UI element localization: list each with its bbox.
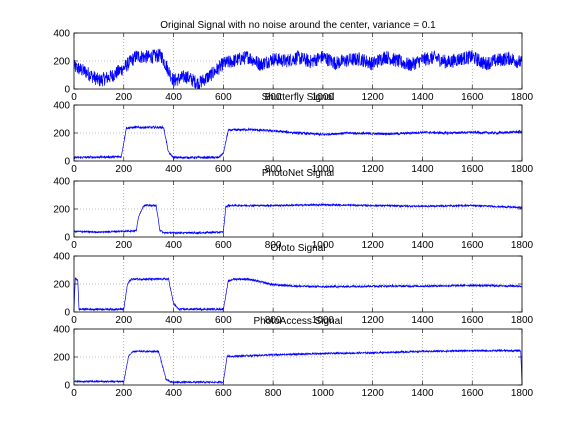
x-tick-label: 400 xyxy=(165,92,182,103)
subplot-title: Original Signal with no noise around the… xyxy=(160,20,436,31)
x-tick-label: 1400 xyxy=(411,164,434,175)
x-tick-label: 800 xyxy=(265,315,282,326)
x-tick-label: 200 xyxy=(115,240,132,251)
y-tick-label: 200 xyxy=(53,57,70,68)
subplot-1: 0 200 400 600 800 1000 1200 1400 1600 1800 0 200 400… xyxy=(53,20,533,103)
y-tick-label: 400 xyxy=(53,29,70,40)
x-tick-label: 1600 xyxy=(461,388,484,399)
y-tick-label: 200 xyxy=(53,205,70,216)
subplot-title: PhotoAccess Signal xyxy=(254,316,343,327)
x-tick-label: 0 xyxy=(71,315,77,326)
x-tick-label: 600 xyxy=(215,388,232,399)
x-tick-label: 1800 xyxy=(511,92,534,103)
x-tick-label: 1200 xyxy=(362,315,385,326)
subplot-4: 0 200 400 600 800 1000 1200 1400 1600 1800 0 200 400… xyxy=(53,243,533,326)
subplot-title: PhotoNet Signal xyxy=(262,168,334,179)
series-line-1 xyxy=(73,48,523,90)
x-tick-label: 1200 xyxy=(362,164,385,175)
x-tick-label: 0 xyxy=(71,240,77,251)
x-tick-label: 200 xyxy=(115,92,132,103)
x-tick-label: 600 xyxy=(215,92,232,103)
y-tick-label: 400 xyxy=(53,177,70,188)
x-tick-label: 1600 xyxy=(461,315,484,326)
x-tick-label: 400 xyxy=(165,388,182,399)
y-tick-label: 200 xyxy=(53,353,70,364)
x-tick-label: 1400 xyxy=(411,388,434,399)
x-tick-label: 1600 xyxy=(461,92,484,103)
x-tick-label: 1000 xyxy=(312,164,335,175)
x-tick-label: 1600 xyxy=(461,240,484,251)
y-tick-label: 400 xyxy=(53,252,70,263)
axes-box xyxy=(73,255,523,313)
y-tick-label: 0 xyxy=(64,157,70,168)
axes-box xyxy=(73,180,523,238)
y-tick-label: 0 xyxy=(64,85,70,96)
y-tick-label: 0 xyxy=(64,233,70,244)
x-tick-label: 1400 xyxy=(411,315,434,326)
x-tick-label: 1200 xyxy=(362,92,385,103)
x-tick-label: 1600 xyxy=(461,164,484,175)
series-line-1 xyxy=(73,124,523,160)
subplot-3: 0 200 400 600 800 1000 1200 1400 1600 1800 0 200 400… xyxy=(53,168,533,251)
axes-box xyxy=(73,328,523,386)
subplot-title: Ofoto Signal xyxy=(270,243,325,254)
x-tick-label: 1800 xyxy=(511,315,534,326)
x-tick-label: 800 xyxy=(265,388,282,399)
y-tick-label: 400 xyxy=(53,101,70,112)
series-line-1 xyxy=(73,348,523,385)
x-tick-label: 400 xyxy=(165,315,182,326)
x-tick-label: 1000 xyxy=(312,240,335,251)
x-tick-label: 0 xyxy=(71,388,77,399)
x-tick-label: 1200 xyxy=(362,388,385,399)
x-tick-label: 800 xyxy=(265,92,282,103)
subplot-2: 0 200 400 600 800 1000 1200 1400 1600 1800 0 200 400… xyxy=(53,92,533,175)
y-tick-label: 0 xyxy=(64,381,70,392)
x-tick-label: 600 xyxy=(215,240,232,251)
x-tick-label: 200 xyxy=(115,164,132,175)
x-tick-label: 1000 xyxy=(312,92,335,103)
x-tick-label: 1000 xyxy=(312,388,335,399)
x-tick-label: 400 xyxy=(165,164,182,175)
x-tick-label: 200 xyxy=(115,315,132,326)
x-tick-label: 800 xyxy=(265,240,282,251)
x-tick-label: 600 xyxy=(215,164,232,175)
x-tick-label: 400 xyxy=(165,240,182,251)
y-tick-label: 200 xyxy=(53,129,70,140)
subplot-5: 0 200 400 600 800 1000 1200 1400 1600 1800 0 200 400… xyxy=(53,316,533,399)
x-tick-label: 1400 xyxy=(411,240,434,251)
x-tick-label: 0 xyxy=(71,92,77,103)
x-tick-label: 200 xyxy=(115,388,132,399)
series-line-1 xyxy=(73,202,523,235)
subplot-title: Shutterfly Signal xyxy=(262,92,335,103)
x-tick-label: 600 xyxy=(215,315,232,326)
y-tick-label: 400 xyxy=(53,325,70,336)
x-tick-label: 1200 xyxy=(362,240,385,251)
series-line-1 xyxy=(73,277,523,312)
x-tick-label: 0 xyxy=(71,164,77,175)
x-tick-label: 1800 xyxy=(511,388,534,399)
x-tick-label: 800 xyxy=(265,164,282,175)
y-tick-label: 0 xyxy=(64,308,70,319)
y-tick-label: 200 xyxy=(53,280,70,291)
x-tick-label: 1400 xyxy=(411,92,434,103)
x-tick-label: 1800 xyxy=(511,164,534,175)
x-tick-label: 1000 xyxy=(312,315,335,326)
x-tick-label: 1800 xyxy=(511,240,534,251)
